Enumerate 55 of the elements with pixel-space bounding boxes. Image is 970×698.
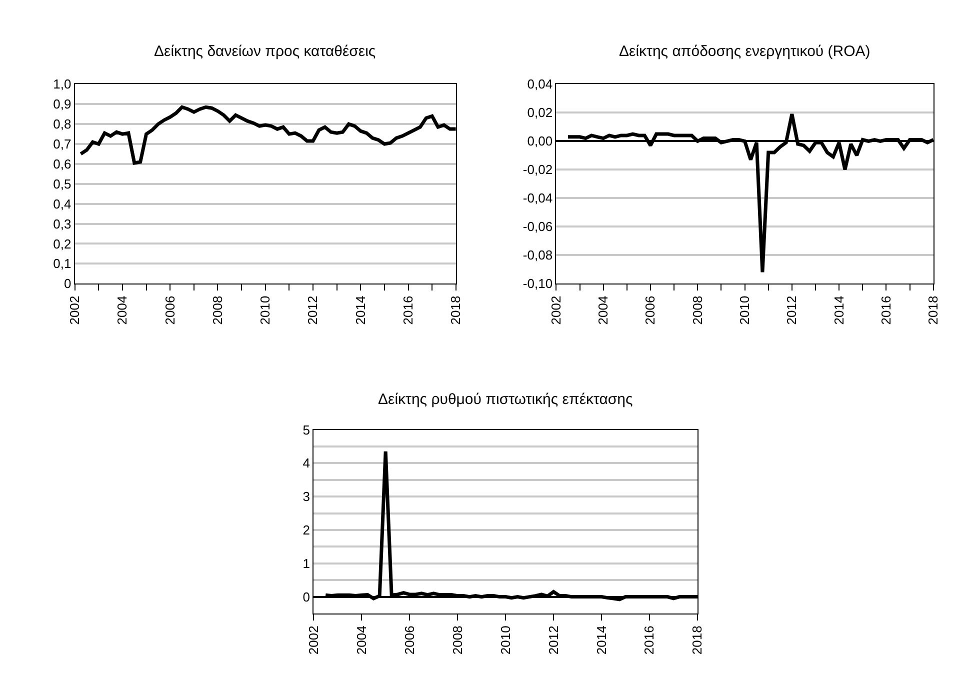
y-tick-label: 5 (302, 422, 310, 438)
x-tick-label: 2006 (642, 296, 658, 325)
y-tick-label: 1 (302, 556, 310, 571)
y-tick-label: 0,9 (53, 96, 72, 112)
y-tick-label: 0,5 (53, 176, 72, 192)
y-tick-label: 0,02 (527, 105, 553, 120)
y-tick-label: 0,2 (53, 236, 72, 252)
y-tick-label: 0,3 (53, 216, 72, 232)
y-tick-label: 4 (302, 456, 310, 471)
x-tick-label: 2004 (354, 626, 369, 655)
y-tick-label: 3 (302, 489, 310, 504)
x-tick-label: 2014 (352, 296, 368, 325)
x-tick-label: 2012 (546, 626, 561, 655)
y-tick-label: 0,6 (53, 156, 72, 172)
x-tick-label: 2010 (737, 296, 752, 325)
y-tick-label: -0,08 (522, 248, 553, 263)
y-tick-label: 0,1 (53, 256, 72, 272)
x-tick-label: 2016 (878, 296, 894, 325)
x-tick-label: 2014 (831, 296, 846, 325)
y-tick-label: 1,0 (53, 76, 72, 92)
x-tick-label: 2012 (784, 296, 800, 325)
y-tick-label: 0,04 (527, 76, 553, 92)
y-tick-label: 0,7 (53, 136, 72, 152)
x-tick-label: 2002 (548, 296, 564, 325)
chart-title: Δείκτης ρυθμού πιστωτικής επέκτασης (378, 391, 633, 408)
x-tick-label: 2008 (450, 626, 465, 655)
x-tick-label: 2018 (926, 296, 941, 325)
y-tick-label: 0,8 (53, 116, 72, 132)
x-tick-label: 2004 (596, 296, 611, 325)
x-tick-label: 2016 (400, 296, 416, 325)
chart-title: Δείκτης δανείων προς καταθέσεις (154, 43, 376, 60)
y-tick-label: 0,4 (53, 196, 72, 212)
x-tick-label: 2012 (305, 296, 320, 325)
x-tick-label: 2006 (402, 626, 417, 655)
y-tick-label: 2 (302, 522, 310, 538)
x-tick-label: 2010 (498, 626, 513, 655)
y-tick-label: -0,06 (522, 219, 553, 234)
x-tick-label: 2006 (162, 296, 178, 325)
x-tick-label: 2014 (594, 626, 609, 655)
x-tick-label: 2002 (67, 296, 82, 325)
x-tick-label: 2016 (642, 626, 657, 655)
y-tick-label: 0 (302, 589, 310, 604)
x-tick-label: 2018 (690, 626, 705, 655)
x-tick-label: 2002 (306, 626, 321, 655)
y-tick-label: -0,10 (522, 276, 553, 292)
x-tick-label: 2018 (448, 296, 464, 325)
x-tick-label: 2008 (690, 296, 705, 325)
y-tick-label: 0 (64, 276, 72, 292)
y-tick-label: -0,04 (522, 190, 553, 206)
chart-title: Δείκτης απόδοσης ενεργητικού (ROA) (619, 43, 870, 60)
x-tick-label: 2010 (258, 296, 273, 325)
x-tick-label: 2004 (114, 296, 130, 325)
y-tick-label: -0,02 (522, 162, 553, 178)
y-tick-label: 0,00 (527, 134, 553, 149)
x-tick-label: 2008 (210, 296, 225, 325)
